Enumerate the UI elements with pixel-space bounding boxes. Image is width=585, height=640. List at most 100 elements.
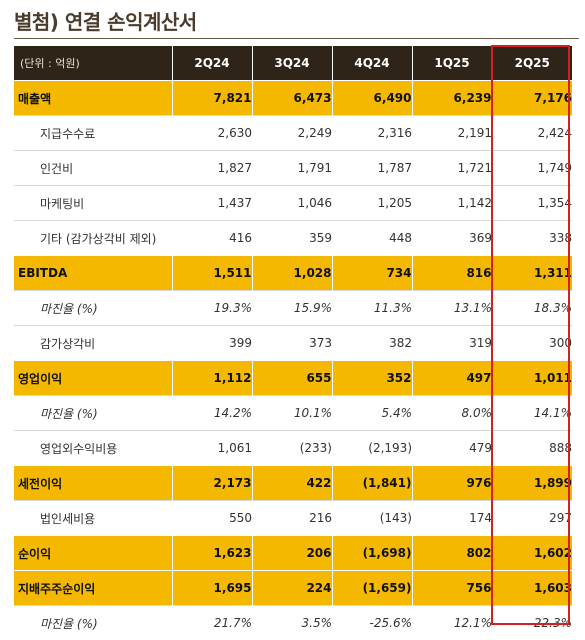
table-row-net-income: 순이익 1,623 206 (1,698) 802 1,602 bbox=[14, 536, 572, 571]
cell-value: 6,239 bbox=[412, 81, 492, 116]
column-header-1q25: 1Q25 bbox=[412, 46, 492, 81]
cell-value: 1,112 bbox=[172, 361, 252, 396]
cell-value: 422 bbox=[252, 466, 332, 501]
cell-value: 352 bbox=[332, 361, 412, 396]
cell-value: 1,695 bbox=[172, 571, 252, 606]
title-divider bbox=[14, 38, 579, 39]
row-label: 지배주주순이익 bbox=[14, 571, 172, 606]
table-row-net-margin: 마진율 (%) 21.7% 3.5% -25.6% 12.1% 22.3% bbox=[14, 606, 572, 640]
cell-value: 2,249 bbox=[252, 116, 332, 151]
table-row-non-operating: 영업외수익비용 1,061 (233) (2,193) 479 888 bbox=[14, 431, 572, 466]
table-row-fees: 지급수수료 2,630 2,249 2,316 2,191 2,424 bbox=[14, 116, 572, 151]
cell-value: 369 bbox=[412, 221, 492, 256]
cell-value: 1,437 bbox=[172, 186, 252, 221]
row-label: EBITDA bbox=[14, 256, 172, 291]
row-label: 마진율 (%) bbox=[14, 606, 172, 640]
table-row-controlling-net-income: 지배주주순이익 1,695 224 (1,659) 756 1,603 bbox=[14, 571, 572, 606]
cell-value: 399 bbox=[172, 326, 252, 361]
table-row-pretax-income: 세전이익 2,173 422 (1,841) 976 1,899 bbox=[14, 466, 572, 501]
cell-value: 359 bbox=[252, 221, 332, 256]
table-row-operating-income: 영업이익 1,112 655 352 497 1,011 bbox=[14, 361, 572, 396]
cell-value: 416 bbox=[172, 221, 252, 256]
cell-value: 6,473 bbox=[252, 81, 332, 116]
table-row-depreciation: 감가상각비 399 373 382 319 300 bbox=[14, 326, 572, 361]
row-label: 영업이익 bbox=[14, 361, 172, 396]
cell-value: (143) bbox=[332, 501, 412, 536]
row-label: 인건비 bbox=[14, 151, 172, 186]
cell-value: 15.9% bbox=[252, 291, 332, 326]
column-header-3q24: 3Q24 bbox=[252, 46, 332, 81]
cell-value: 976 bbox=[412, 466, 492, 501]
cell-value: 2,316 bbox=[332, 116, 412, 151]
table-row-operating-margin: 마진율 (%) 14.2% 10.1% 5.4% 8.0% 14.1% bbox=[14, 396, 572, 431]
cell-value: 1,787 bbox=[332, 151, 412, 186]
row-label: 영업외수익비용 bbox=[14, 431, 172, 466]
row-label: 지급수수료 bbox=[14, 116, 172, 151]
cell-value: 6,490 bbox=[332, 81, 412, 116]
cell-value: 2,630 bbox=[172, 116, 252, 151]
cell-value: 734 bbox=[332, 256, 412, 291]
cell-value: 12.1% bbox=[412, 606, 492, 640]
cell-value: 497 bbox=[412, 361, 492, 396]
table-row-income-tax: 법인세비용 550 216 (143) 174 297 bbox=[14, 501, 572, 536]
table-row-revenue: 매출액 7,821 6,473 6,490 6,239 7,176 bbox=[14, 81, 572, 116]
row-label: 마진율 (%) bbox=[14, 291, 172, 326]
cell-value: 1,142 bbox=[412, 186, 492, 221]
cell-value: 1,721 bbox=[412, 151, 492, 186]
cell-value: 174 bbox=[412, 501, 492, 536]
cell-value: 1,061 bbox=[172, 431, 252, 466]
cell-value: (1,841) bbox=[332, 466, 412, 501]
cell-value: 13.1% bbox=[412, 291, 492, 326]
cell-value: 8.0% bbox=[412, 396, 492, 431]
cell-value: 655 bbox=[252, 361, 332, 396]
cell-value: 816 bbox=[412, 256, 492, 291]
cell-value: -25.6% bbox=[332, 606, 412, 640]
row-label: 세전이익 bbox=[14, 466, 172, 501]
cell-value: 7,821 bbox=[172, 81, 252, 116]
column-header-2q24: 2Q24 bbox=[172, 46, 252, 81]
row-label: 법인세비용 bbox=[14, 501, 172, 536]
cell-value: 756 bbox=[412, 571, 492, 606]
cell-value: 21.7% bbox=[172, 606, 252, 640]
table-row-ebitda: EBITDA 1,511 1,028 734 816 1,311 bbox=[14, 256, 572, 291]
row-label: 기타 (감가상각비 제외) bbox=[14, 221, 172, 256]
row-label: 감가상각비 bbox=[14, 326, 172, 361]
row-label: 매출액 bbox=[14, 81, 172, 116]
page-title: 별첨) 연결 손익계산서 bbox=[14, 6, 197, 35]
cell-value: 802 bbox=[412, 536, 492, 571]
cell-value: (1,659) bbox=[332, 571, 412, 606]
cell-value: 373 bbox=[252, 326, 332, 361]
row-label: 순이익 bbox=[14, 536, 172, 571]
table-row-other: 기타 (감가상각비 제외) 416 359 448 369 338 bbox=[14, 221, 572, 256]
cell-value: 2,173 bbox=[172, 466, 252, 501]
cell-value: 479 bbox=[412, 431, 492, 466]
column-header-4q24: 4Q24 bbox=[332, 46, 412, 81]
cell-value: 19.3% bbox=[172, 291, 252, 326]
cell-value: 1,791 bbox=[252, 151, 332, 186]
cell-value: 5.4% bbox=[332, 396, 412, 431]
cell-value: 2,191 bbox=[412, 116, 492, 151]
cell-value: 224 bbox=[252, 571, 332, 606]
cell-value: 1,205 bbox=[332, 186, 412, 221]
cell-value: (233) bbox=[252, 431, 332, 466]
cell-value: 1,623 bbox=[172, 536, 252, 571]
cell-value: (2,193) bbox=[332, 431, 412, 466]
cell-value: 206 bbox=[252, 536, 332, 571]
cell-value: 14.2% bbox=[172, 396, 252, 431]
cell-value: 319 bbox=[412, 326, 492, 361]
cell-value: 3.5% bbox=[252, 606, 332, 640]
row-label: 마케팅비 bbox=[14, 186, 172, 221]
cell-value: 1,511 bbox=[172, 256, 252, 291]
cell-value: 11.3% bbox=[332, 291, 412, 326]
row-label: 마진율 (%) bbox=[14, 396, 172, 431]
cell-value: 216 bbox=[252, 501, 332, 536]
cell-value: 10.1% bbox=[252, 396, 332, 431]
unit-label: (단위 : 억원) bbox=[14, 46, 172, 81]
table-row-ebitda-margin: 마진율 (%) 19.3% 15.9% 11.3% 13.1% 18.3% bbox=[14, 291, 572, 326]
cell-value: 1,046 bbox=[252, 186, 332, 221]
cell-value: 1,028 bbox=[252, 256, 332, 291]
cell-value: 550 bbox=[172, 501, 252, 536]
cell-value: 1,827 bbox=[172, 151, 252, 186]
cell-value: 382 bbox=[332, 326, 412, 361]
table-row-marketing: 마케팅비 1,437 1,046 1,205 1,142 1,354 bbox=[14, 186, 572, 221]
